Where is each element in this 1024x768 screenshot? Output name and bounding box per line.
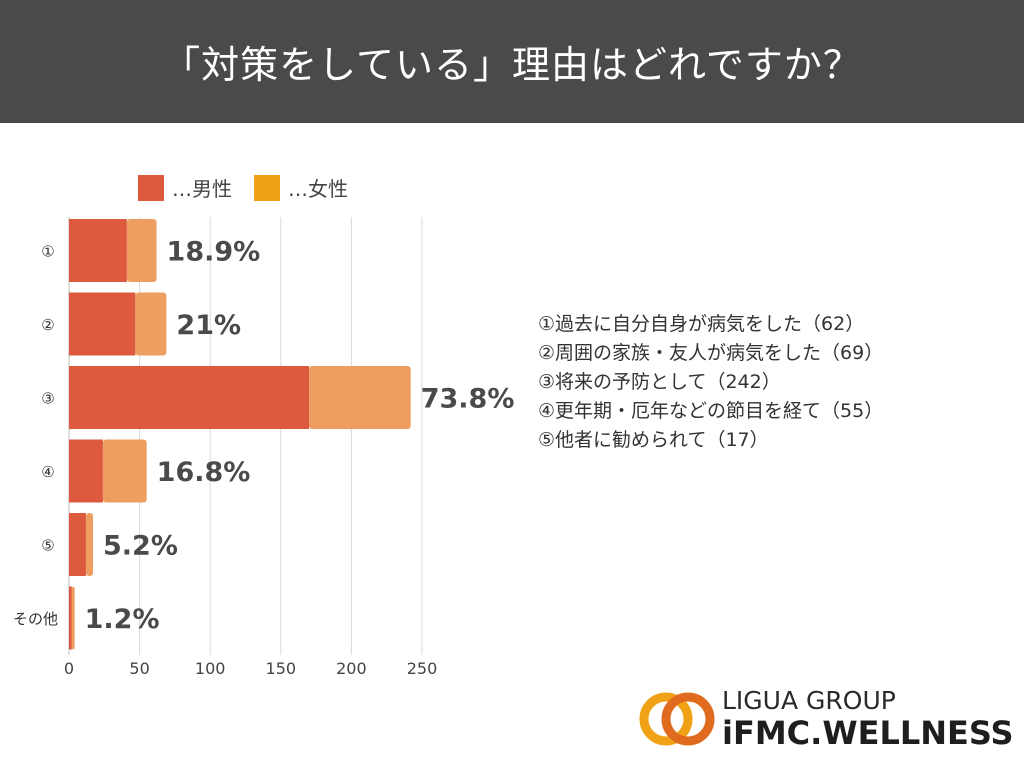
note-5: ⑤他者に勧められて（17） — [538, 429, 769, 451]
x-tick-label-200: 200 — [336, 659, 367, 678]
x-tick-label-250: 250 — [407, 659, 438, 678]
data-label-4: 16.8% — [157, 457, 251, 488]
x-tick-label-50: 50 — [129, 659, 149, 678]
bar-chart: 0 50 100 150 200 250 ① 18.9% ② 21% ③ 73.8% ④ 16.8% ⑤ 5.… — [13, 217, 515, 678]
note-2: ②周囲の家族・友人が病気をした（69） — [538, 342, 884, 364]
note-3: ③将来の予防として（242） — [538, 371, 781, 393]
bar-female-2 — [135, 292, 167, 356]
company-logo: LIGUA GROUP iFMC.WELLNESS — [638, 684, 1014, 754]
bar-male-5 — [69, 513, 86, 576]
x-tick-label-0: 0 — [64, 659, 74, 678]
legend-item-female: …女性 — [254, 173, 348, 202]
bar-female-5 — [85, 513, 94, 576]
data-label-2: 21% — [176, 310, 241, 341]
chart-legend: …男性 …女性 — [138, 173, 370, 202]
logo-line-2: iFMC.WELLNESS — [722, 714, 1014, 752]
category-label-5: ⑤ — [41, 537, 54, 555]
bar-male-4 — [69, 439, 103, 503]
category-label-6: その他 — [13, 610, 58, 628]
legend-label-male: …男性 — [172, 177, 232, 201]
x-tick-label-100: 100 — [195, 659, 226, 678]
note-4: ④更年期・厄年などの節目を経て（55） — [538, 400, 884, 422]
bar-male-1 — [69, 219, 127, 282]
bar-female-4 — [102, 439, 147, 503]
note-1: ①過去に自分自身が病気をした（62） — [538, 313, 865, 335]
legend-swatch-female — [254, 174, 280, 201]
bar-male-6 — [69, 586, 72, 650]
category-label-2: ② — [41, 316, 54, 334]
bar-male-2 — [69, 292, 136, 356]
legend-item-male: …男性 — [138, 173, 232, 202]
legend-swatch-male — [138, 174, 164, 201]
category-label-1: ① — [41, 243, 54, 261]
data-label-3: 73.8% — [421, 384, 515, 415]
category-label-4: ④ — [41, 463, 54, 481]
page-title: 「対策をしている」理由はどれですか？ — [162, 43, 862, 87]
x-tick-label-150: 150 — [266, 659, 297, 678]
bar-female-1 — [126, 219, 157, 282]
logo-line-1: LIGUA GROUP — [722, 686, 896, 715]
category-label-3: ③ — [41, 390, 54, 408]
legend-label-female: …女性 — [288, 177, 348, 201]
data-label-1: 18.9% — [167, 237, 261, 268]
rings-logo-icon — [639, 692, 715, 746]
data-label-6: 1.2% — [85, 604, 160, 635]
category-notes: ①過去に自分自身が病気をした（62） ②周囲の家族・友人が病気をした（69） ③… — [538, 310, 883, 455]
bar-female-3 — [309, 366, 411, 429]
bar-female-6 — [71, 586, 75, 650]
bar-male-3 — [69, 366, 310, 429]
data-label-5: 5.2% — [103, 531, 178, 562]
header-bar: 「対策をしている」理由はどれですか？ — [0, 0, 1024, 123]
